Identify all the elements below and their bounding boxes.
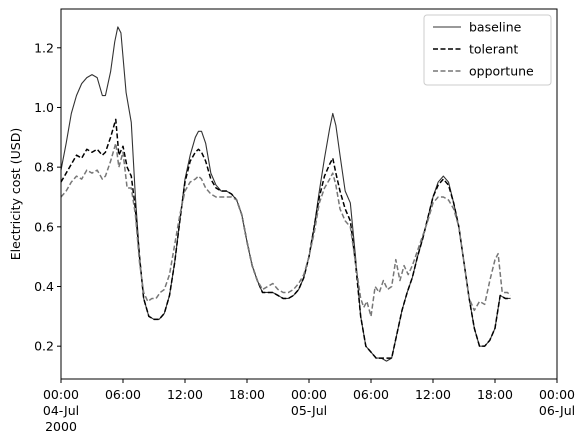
series-line-opportune bbox=[60, 142, 512, 318]
x-tick-label: 00:00 05-Jul bbox=[291, 387, 327, 418]
y-tick-label: 0.8 bbox=[34, 160, 54, 175]
y-tick-label: 0.2 bbox=[34, 339, 54, 354]
x-tick-label: 06:00 bbox=[353, 387, 389, 402]
legend-label-opportune: opportune bbox=[469, 64, 534, 79]
legend: baseline tolerant opportune bbox=[423, 14, 552, 86]
x-tick-label: 00:00 04-Jul 2000 bbox=[43, 387, 79, 434]
y-tick-label: 1.0 bbox=[34, 100, 54, 115]
x-tick-label: 18:00 bbox=[477, 387, 513, 402]
tick-layer: 0.2 0.4 0.6 0.8 1.0 1.2 00:00 04-Jul 2000 06:00 12… bbox=[34, 40, 575, 434]
y-axis-label: Electricity cost (USD) bbox=[8, 128, 23, 260]
legend-box bbox=[423, 14, 552, 86]
series-layer bbox=[60, 26, 512, 362]
series-line-tolerant bbox=[60, 118, 511, 359]
legend-label-baseline: baseline bbox=[469, 20, 522, 35]
legend-label-tolerant: tolerant bbox=[469, 42, 518, 57]
y-tick-label: 1.2 bbox=[34, 40, 54, 55]
y-tick-label: 0.4 bbox=[34, 279, 54, 294]
x-tick-label: 12:00 bbox=[415, 387, 451, 402]
x-tick-label: 06:00 bbox=[105, 387, 141, 402]
x-tick-label: 12:00 bbox=[167, 387, 203, 402]
y-tick-label: 0.6 bbox=[34, 219, 54, 234]
x-tick-label: 18:00 bbox=[229, 387, 265, 402]
x-tick-label: 00:00 06-Jul bbox=[539, 387, 575, 418]
plot-frame bbox=[60, 8, 558, 380]
